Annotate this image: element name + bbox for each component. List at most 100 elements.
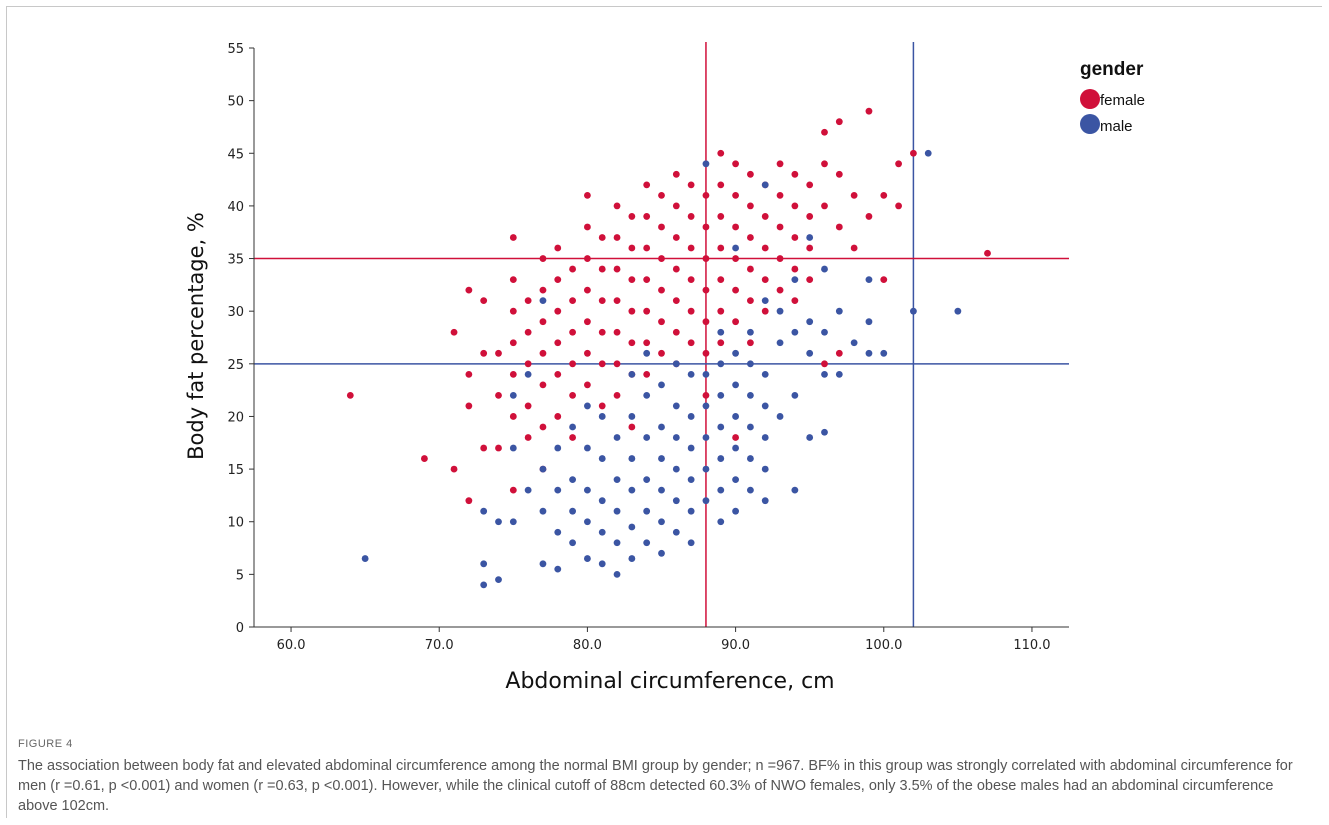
data-point-male	[584, 402, 591, 410]
data-point-female	[880, 191, 888, 199]
data-point-male	[643, 539, 651, 547]
data-point-female	[598, 234, 606, 241]
data-point-male	[643, 434, 651, 441]
data-point-female	[539, 255, 547, 262]
data-point-male	[702, 465, 710, 473]
data-point-male	[717, 328, 725, 336]
data-point-female	[554, 276, 562, 283]
data-point-female	[509, 234, 517, 241]
data-point-female	[598, 328, 606, 336]
data-point-female	[628, 307, 636, 315]
data-point-male	[732, 507, 739, 515]
data-point-male	[791, 486, 799, 494]
data-point-female	[776, 255, 784, 262]
data-point-female	[761, 307, 769, 315]
data-point-female	[747, 265, 754, 273]
series-female	[346, 107, 991, 505]
data-point-male	[569, 539, 576, 547]
data-point-male	[569, 423, 576, 431]
data-point-female	[509, 339, 517, 347]
data-point-female	[687, 244, 695, 252]
data-point-female	[539, 423, 547, 431]
data-point-female	[643, 181, 651, 189]
legend-female-label: female	[1100, 92, 1145, 109]
data-point-female	[672, 202, 680, 210]
data-point-female	[732, 160, 739, 168]
data-point-female	[495, 444, 502, 452]
data-point-female	[732, 223, 739, 231]
data-point-male	[924, 149, 932, 157]
data-point-male	[717, 518, 725, 526]
data-point-male	[480, 507, 488, 515]
data-point-female	[465, 497, 473, 505]
data-point-female	[643, 244, 651, 252]
data-point-male	[672, 360, 680, 368]
axes: 0 5 10 15 20 25 30 35 40 45 50 55 60.0 70.0 80.0 90.0 10…	[227, 42, 1069, 653]
data-point-female	[687, 181, 695, 189]
data-point-male	[687, 539, 695, 547]
data-point-male	[747, 360, 754, 368]
data-point-female	[509, 307, 517, 315]
data-point-male	[584, 518, 591, 526]
data-point-male	[539, 465, 547, 473]
data-point-female	[806, 213, 814, 220]
data-point-female	[821, 128, 828, 136]
data-point-male	[628, 486, 636, 494]
x-tick-label: 100.0	[865, 638, 902, 653]
data-point-male	[702, 434, 710, 441]
data-point-female	[910, 149, 917, 157]
figure-frame-left	[6, 6, 7, 818]
data-point-female	[509, 276, 517, 283]
data-point-female	[672, 297, 680, 305]
data-point-male	[732, 349, 739, 357]
data-point-male	[732, 381, 739, 389]
data-point-male	[524, 370, 532, 378]
data-point-male	[835, 307, 843, 315]
data-point-female	[702, 392, 710, 399]
data-point-female	[643, 307, 651, 315]
data-point-male	[658, 486, 665, 494]
data-point-female	[747, 297, 754, 305]
data-point-female	[643, 276, 651, 283]
data-point-female	[865, 213, 873, 220]
y-tick-label: 25	[227, 358, 244, 373]
data-point-male	[747, 455, 754, 462]
y-tick-label: 20	[227, 410, 244, 425]
data-point-female	[702, 191, 710, 199]
data-point-male	[687, 507, 695, 515]
data-point-female	[702, 286, 710, 294]
data-point-male	[658, 381, 665, 389]
data-point-male	[776, 339, 784, 347]
data-point-male	[613, 539, 621, 547]
reference-lines	[254, 42, 1069, 627]
data-point-female	[539, 381, 547, 389]
data-point-female	[524, 360, 532, 368]
data-point-male	[687, 476, 695, 484]
caption-text: The association between body fat and ele…	[18, 758, 1293, 814]
data-point-female	[821, 202, 828, 210]
data-point-female	[672, 328, 680, 336]
data-point-female	[732, 434, 739, 441]
data-point-female	[584, 349, 591, 357]
data-point-male	[761, 181, 769, 189]
data-point-male	[835, 370, 843, 378]
data-point-male	[672, 497, 680, 505]
data-point-female	[747, 170, 754, 178]
data-point-male	[509, 444, 517, 452]
y-tick-label: 5	[236, 568, 244, 583]
data-point-male	[761, 402, 769, 410]
data-point-female	[613, 392, 621, 399]
data-point-female	[628, 276, 636, 283]
data-point-male	[672, 528, 680, 536]
data-point-female	[747, 339, 754, 347]
data-point-female	[791, 265, 799, 273]
data-point-female	[702, 349, 710, 357]
data-point-male	[850, 339, 858, 347]
data-point-male	[687, 413, 695, 420]
data-point-male	[554, 565, 562, 573]
y-axis-label: Body fat percentage, %	[184, 212, 208, 460]
data-point-female	[613, 265, 621, 273]
data-point-male	[628, 555, 636, 562]
data-point-male	[643, 507, 651, 515]
data-point-female	[732, 255, 739, 262]
